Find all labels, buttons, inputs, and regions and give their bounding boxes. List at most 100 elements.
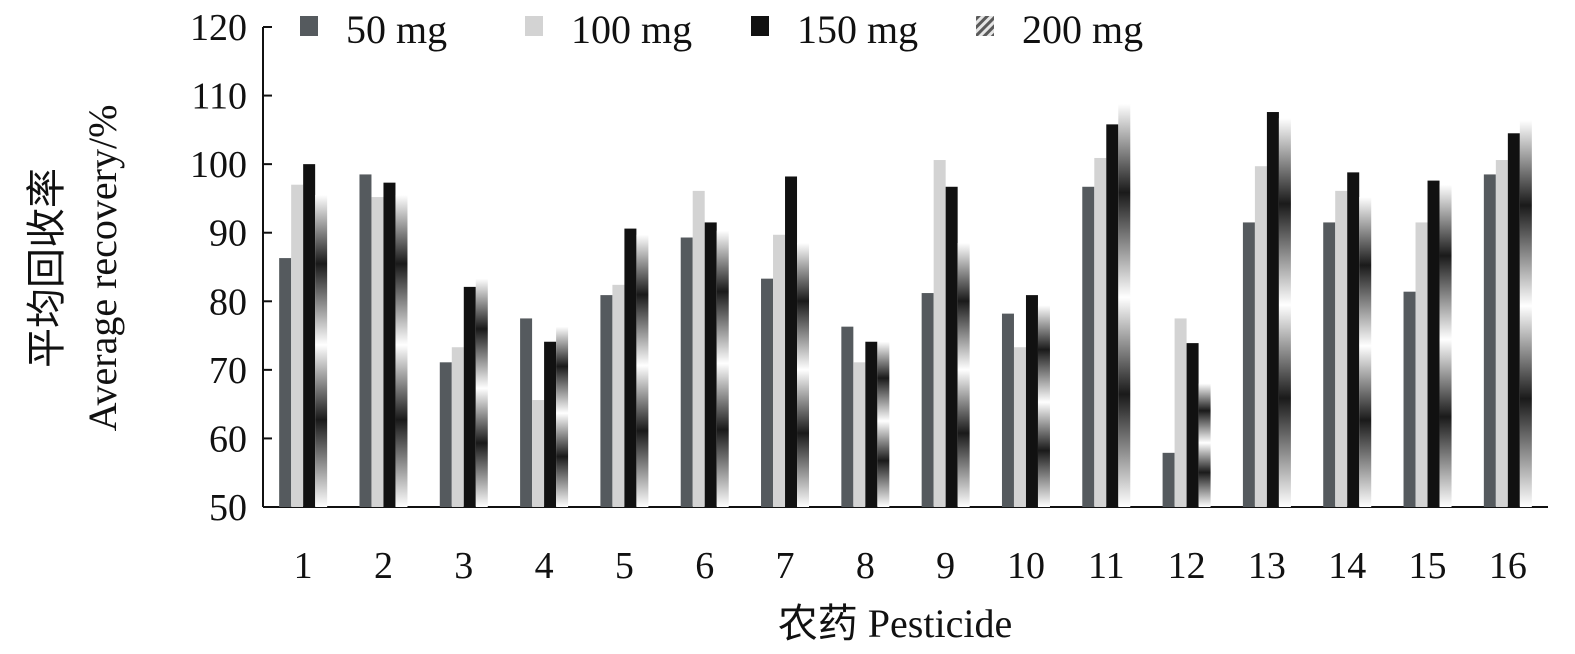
legend-label: 150 mg [797,7,918,52]
bar-50-mg-16 [1483,174,1496,507]
x-tick-label: 5 [615,545,634,587]
bar-100-mg-15 [1415,222,1428,507]
bar-50-mg-6 [680,237,693,507]
y-tick-label: 80 [209,281,247,323]
bar-150-mg-8 [865,341,878,507]
bar-200-mg-14 [1359,197,1372,508]
bar-150-mg-9 [945,186,958,507]
x-tick-label: 12 [1168,545,1206,587]
bar-150-mg-4 [544,341,557,507]
y-tick-label: 90 [209,213,247,255]
x-tick-label: 3 [454,545,473,587]
bar-200-mg-10 [1037,305,1050,507]
bar-150-mg-10 [1025,295,1038,507]
bar-50-mg-15 [1403,291,1416,507]
bar-100-mg-5 [612,284,625,507]
legend-swatch-200-mg [976,16,994,36]
y-axis: 50 60 70 80 90 100 110 120 [190,7,272,529]
bar-200-mg-6 [716,230,729,507]
x-tick-label: 4 [535,545,554,587]
bar-100-mg-13 [1254,166,1267,507]
bar-200-mg-5 [636,234,649,507]
legend: 50 mg 100 mg 150 mg 200 mg [300,7,1143,52]
y-tick-label: 110 [191,76,247,118]
bar-50-mg-4 [520,318,533,507]
bar-150-mg-6 [704,222,717,507]
bar-150-mg-13 [1266,112,1279,508]
y-tick-label: 70 [209,350,247,392]
y-tick-label: 60 [209,418,247,460]
bar-200-mg-11 [1118,103,1131,508]
bar-100-mg-2 [371,197,384,508]
legend-label: 200 mg [1022,7,1143,52]
bar-100-mg-14 [1335,190,1348,507]
bar-100-mg-3 [451,347,464,507]
bar-200-mg-2 [395,195,408,507]
bar-200-mg-12 [1198,383,1211,507]
y-axis-title-en: Average recovery/% [80,105,125,432]
bar-100-mg-8 [853,362,866,507]
bar-200-mg-3 [475,278,488,507]
bar-200-mg-9 [957,243,970,507]
bar-200-mg-1 [315,195,328,507]
legend-swatch-150-mg [751,16,769,36]
bar-50-mg-1 [279,258,292,507]
bar-100-mg-9 [933,160,946,507]
y-tick-label: 50 [209,487,247,529]
x-tick-label: 10 [1007,545,1045,587]
x-tick-label: 7 [776,545,795,587]
bar-150-mg-12 [1186,343,1199,507]
bar-150-mg-15 [1427,180,1440,507]
bar-50-mg-11 [1082,186,1095,507]
bar-150-mg-16 [1507,133,1520,508]
x-tick-label: 15 [1409,545,1447,587]
bar-100-mg-10 [1013,347,1026,507]
bar-50-mg-7 [761,278,774,507]
x-tick-label: 8 [856,545,875,587]
bar-100-mg-12 [1174,318,1187,507]
bar-100-mg-1 [291,184,304,507]
legend-label: 50 mg [346,7,447,52]
bar-150-mg-14 [1347,172,1360,507]
bar-150-mg-1 [303,164,316,507]
x-tick-label: 9 [936,545,955,587]
bar-50-mg-10 [1001,313,1014,507]
y-tick-label: 120 [190,7,247,49]
bar-150-mg-2 [383,182,396,507]
bar-100-mg-4 [532,400,545,507]
x-tick-label: 1 [294,545,313,587]
bar-50-mg-9 [921,293,934,507]
x-tick-label: 11 [1088,545,1125,587]
bar-150-mg-5 [624,228,637,507]
y-tick-label: 100 [190,144,247,186]
legend-swatch-100-mg [525,16,543,36]
bar-50-mg-14 [1323,222,1336,507]
y-axis-title-cn: 平均回收率 [24,168,69,368]
bar-100-mg-16 [1495,160,1508,507]
bar-150-mg-7 [785,176,798,507]
x-tick-label: 13 [1248,545,1286,587]
bar-50-mg-2 [359,174,372,507]
bars-group [279,103,1532,508]
x-tick-label: 14 [1328,545,1366,587]
x-tick-label: 6 [695,545,714,587]
bar-50-mg-3 [439,362,452,507]
bar-50-mg-12 [1162,452,1175,507]
bar-150-mg-3 [463,286,476,507]
bar-200-mg-16 [1519,120,1532,507]
x-tick-label: 2 [374,545,393,587]
legend-label: 100 mg [571,7,692,52]
bar-200-mg-4 [556,326,569,507]
bar-200-mg-13 [1278,118,1291,507]
bar-50-mg-8 [841,326,854,507]
bar-100-mg-11 [1094,157,1107,507]
bar-200-mg-15 [1439,184,1452,507]
bar-100-mg-7 [773,234,786,507]
bar-150-mg-11 [1106,124,1119,507]
x-axis: 1 2 3 4 5 6 7 8 9 10 11 12 13 14 15 16 [263,506,1548,587]
legend-swatch-50-mg [300,16,318,36]
bar-50-mg-5 [600,295,613,507]
bar-200-mg-7 [797,243,810,507]
bar-50-mg-13 [1242,222,1255,507]
